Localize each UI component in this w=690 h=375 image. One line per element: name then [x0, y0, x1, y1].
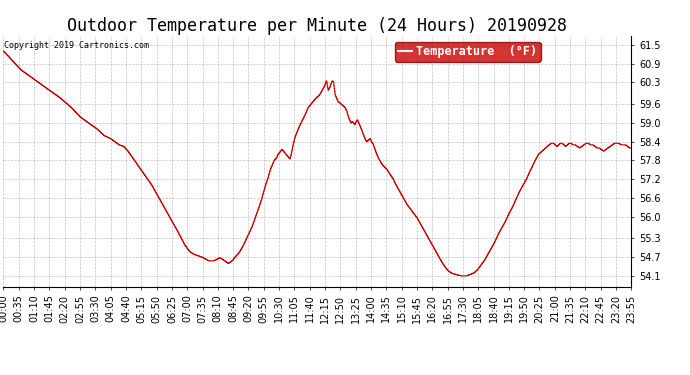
- Legend: Temperature  (°F): Temperature (°F): [395, 42, 541, 62]
- Title: Outdoor Temperature per Minute (24 Hours) 20190928: Outdoor Temperature per Minute (24 Hours…: [68, 18, 567, 36]
- Text: Copyright 2019 Cartronics.com: Copyright 2019 Cartronics.com: [4, 40, 149, 50]
